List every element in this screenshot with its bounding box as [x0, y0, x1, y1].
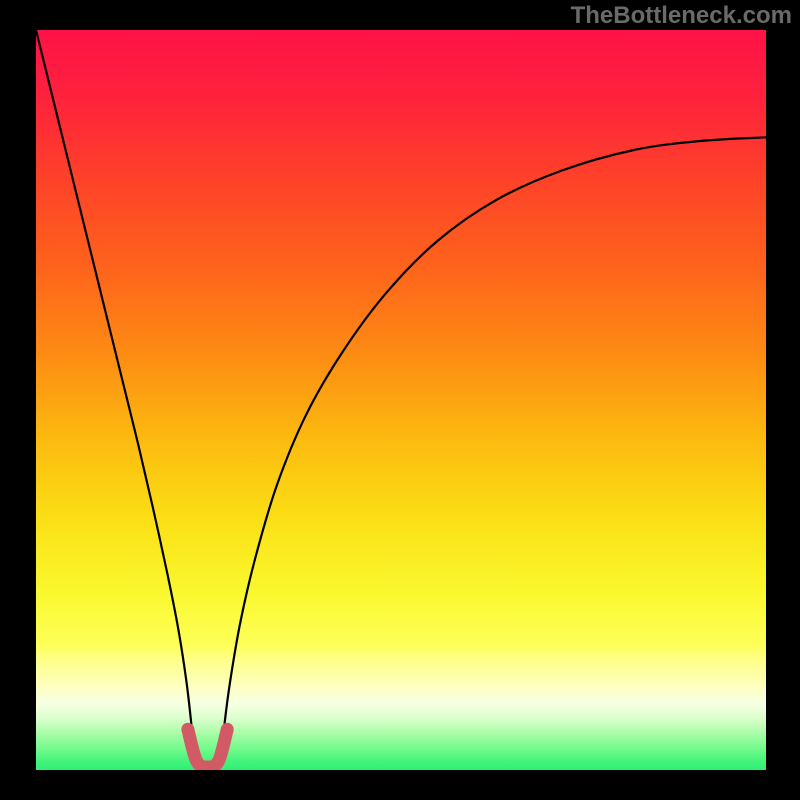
- gradient-background: [36, 30, 766, 770]
- watermark-text: TheBottleneck.com: [571, 2, 792, 30]
- chart-container: TheBottleneck.com: [0, 0, 800, 800]
- plot-area: [36, 30, 766, 770]
